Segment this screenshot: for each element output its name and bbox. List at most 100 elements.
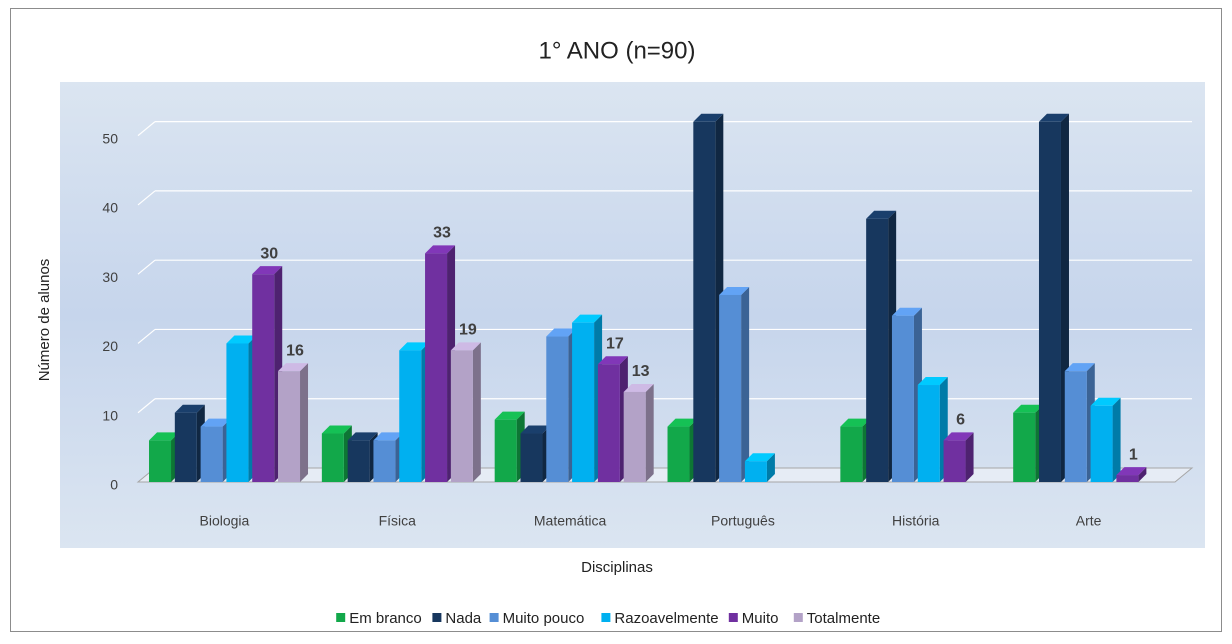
x-tick-label: Português: [711, 513, 775, 529]
bar: [943, 432, 974, 482]
bar: [1116, 467, 1147, 482]
bar-side: [300, 363, 309, 482]
bar: [347, 432, 378, 482]
data-label: 30: [260, 245, 278, 262]
bar-front: [572, 322, 595, 482]
bar-front: [840, 426, 863, 482]
data-label: 33: [433, 225, 451, 242]
bar-top: [200, 418, 231, 427]
bar-front: [744, 461, 767, 482]
bar-front: [719, 294, 742, 482]
bar: [520, 425, 551, 482]
bar: [252, 266, 283, 482]
bar-front: [1013, 412, 1036, 482]
bar-front: [1090, 405, 1113, 482]
bar-front: [200, 426, 223, 482]
bar-top: [520, 425, 551, 434]
legend-label: Nada: [445, 610, 482, 627]
bar: [572, 314, 603, 482]
x-tick-label: História: [892, 513, 940, 529]
bar-top: [840, 418, 871, 427]
bar-front: [1064, 371, 1087, 482]
chart-title: 1° ANO (n=90): [538, 37, 695, 64]
data-label: 17: [606, 335, 624, 352]
data-label: 6: [956, 412, 965, 429]
grid-line: [137, 398, 156, 414]
bar-top: [373, 432, 404, 441]
bar-side: [1138, 467, 1147, 482]
data-label: 1: [1129, 446, 1138, 463]
bar-front: [252, 274, 275, 482]
legend-swatch: [728, 613, 738, 622]
bar-top: [917, 377, 948, 386]
bar: [1013, 404, 1044, 482]
bar: [891, 307, 922, 482]
legend-label: Muito pouco: [503, 610, 585, 627]
y-tick-label: 0: [110, 477, 118, 493]
legend-swatch: [793, 613, 803, 622]
grid-line: [137, 328, 156, 344]
y-tick-label: 20: [102, 338, 118, 354]
bar-top: [667, 418, 698, 427]
bar-top: [1090, 397, 1121, 406]
bar-top: [572, 314, 603, 323]
legend-swatch: [336, 613, 346, 622]
y-tick-label: 50: [102, 130, 118, 146]
bar-top: [450, 342, 481, 351]
bar: [373, 432, 404, 482]
bar-side: [472, 342, 481, 482]
legend-label: Em branco: [349, 610, 422, 627]
legend-label: Razoavelmente: [614, 610, 718, 627]
bar-front: [667, 426, 690, 482]
bar: [866, 210, 897, 482]
bar: [1038, 113, 1069, 483]
bar-top: [866, 210, 897, 219]
bar: [321, 425, 352, 482]
bar: [278, 363, 309, 482]
bar: [840, 418, 871, 482]
bar-side: [645, 383, 654, 482]
bar-top: [1116, 467, 1147, 476]
y-tick-label: 10: [102, 407, 118, 423]
bar: [719, 286, 750, 482]
bar: [917, 377, 948, 482]
bar: [450, 342, 481, 482]
bar-front: [450, 350, 473, 482]
legend-swatch: [432, 613, 442, 622]
data-label: 19: [459, 322, 477, 339]
bar-top: [425, 245, 456, 254]
bar-top: [597, 356, 628, 365]
bar-top: [347, 432, 378, 441]
bar-top: [546, 328, 577, 337]
bar-side: [766, 453, 775, 482]
bar: [667, 418, 698, 482]
data-label: 16: [286, 342, 304, 359]
y-axis-label: Número de alunos: [36, 259, 53, 382]
bar-front: [321, 433, 344, 482]
bar-top: [321, 425, 352, 434]
x-tick-label: Física: [379, 513, 417, 529]
bar-front: [520, 433, 543, 482]
bar-top: [1013, 404, 1044, 413]
grid-line: [137, 190, 156, 206]
bar-front: [494, 419, 517, 482]
bar-side: [965, 432, 974, 482]
bar-top: [943, 432, 974, 441]
bar-side: [1112, 397, 1121, 482]
legend-label: Totalmente: [807, 610, 880, 627]
bar: [425, 245, 456, 482]
y-tick-label: 40: [102, 200, 118, 216]
bar-front: [399, 350, 422, 482]
bar-front: [943, 440, 966, 482]
bar: [226, 335, 257, 482]
bar-front: [917, 385, 940, 482]
bar: [623, 383, 654, 482]
bar-front: [693, 121, 716, 483]
x-tick-label: Biologia: [200, 513, 250, 529]
bar-front: [373, 440, 396, 482]
bar: [597, 356, 628, 482]
bar-side: [741, 286, 750, 482]
bar-front: [866, 218, 889, 482]
legend-swatch: [601, 613, 611, 622]
